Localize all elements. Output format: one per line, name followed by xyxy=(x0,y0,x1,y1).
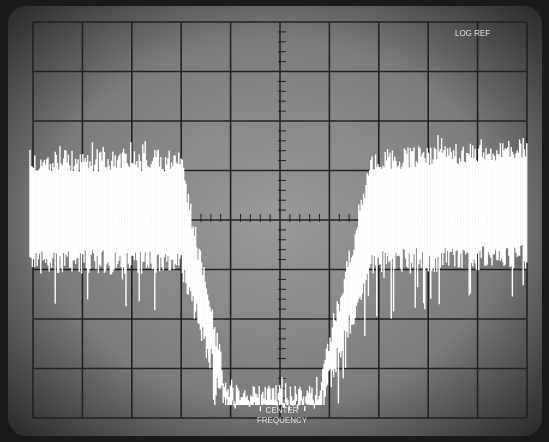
screen xyxy=(8,6,542,436)
trace xyxy=(29,135,528,412)
frequency-label: FREQUENCY xyxy=(257,416,308,425)
center-label: CENTER xyxy=(266,406,299,415)
log-ref-label: LOG REF xyxy=(455,29,490,38)
